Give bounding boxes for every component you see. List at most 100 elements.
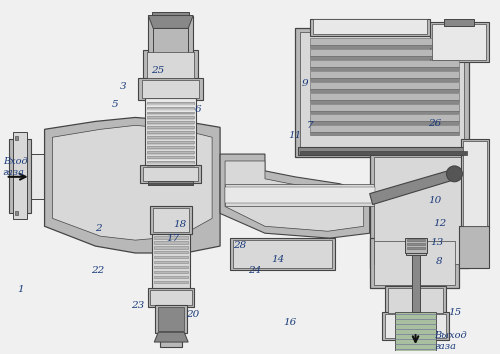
- Bar: [148, 146, 194, 148]
- Bar: [150, 290, 192, 306]
- Bar: [148, 104, 194, 105]
- Bar: [148, 181, 193, 185]
- Bar: [26, 154, 44, 199]
- Bar: [310, 67, 460, 70]
- Bar: [300, 32, 464, 153]
- Bar: [310, 125, 460, 132]
- Text: 10: 10: [428, 196, 441, 205]
- Polygon shape: [44, 118, 220, 253]
- Bar: [148, 129, 194, 130]
- Bar: [148, 164, 194, 165]
- Bar: [406, 247, 424, 249]
- Bar: [148, 154, 194, 155]
- Bar: [432, 24, 486, 60]
- Bar: [462, 139, 489, 228]
- Text: 11: 11: [288, 131, 302, 140]
- Bar: [464, 141, 487, 226]
- Bar: [8, 139, 30, 213]
- Bar: [148, 139, 194, 140]
- Text: 6: 6: [194, 105, 201, 114]
- Polygon shape: [148, 16, 193, 28]
- Bar: [406, 239, 424, 241]
- Bar: [310, 38, 460, 45]
- Bar: [154, 246, 188, 249]
- Bar: [148, 151, 194, 153]
- Bar: [148, 112, 194, 114]
- Text: 15: 15: [448, 308, 461, 317]
- Bar: [148, 107, 194, 109]
- Bar: [154, 281, 188, 283]
- Bar: [154, 251, 188, 253]
- Bar: [310, 121, 460, 124]
- Text: Выход
газа: Выход газа: [434, 331, 467, 351]
- Bar: [12, 132, 26, 219]
- Bar: [148, 144, 194, 145]
- Text: 22: 22: [92, 266, 104, 275]
- Bar: [310, 132, 460, 135]
- Bar: [310, 82, 460, 89]
- Bar: [310, 49, 460, 56]
- Bar: [148, 121, 194, 124]
- Text: 9: 9: [302, 79, 308, 87]
- Bar: [158, 307, 184, 331]
- Polygon shape: [52, 125, 212, 240]
- Bar: [154, 209, 189, 232]
- Text: 24: 24: [248, 266, 262, 275]
- Bar: [225, 187, 374, 202]
- Bar: [146, 98, 196, 167]
- Bar: [148, 102, 194, 104]
- Bar: [225, 184, 374, 206]
- Bar: [444, 18, 474, 27]
- Bar: [148, 149, 194, 150]
- Polygon shape: [220, 154, 370, 238]
- Bar: [374, 157, 466, 264]
- Text: 2: 2: [94, 224, 101, 233]
- Bar: [154, 236, 188, 239]
- Bar: [148, 169, 194, 170]
- Text: 25: 25: [151, 66, 164, 75]
- Bar: [310, 18, 430, 36]
- Bar: [394, 312, 436, 354]
- Polygon shape: [154, 332, 188, 342]
- Bar: [148, 183, 193, 185]
- Bar: [154, 28, 188, 53]
- Bar: [154, 276, 188, 278]
- Bar: [310, 60, 460, 67]
- Bar: [142, 80, 199, 98]
- Bar: [148, 131, 194, 133]
- Bar: [148, 161, 194, 163]
- Bar: [138, 78, 203, 99]
- Bar: [310, 56, 460, 59]
- Bar: [310, 99, 460, 103]
- Bar: [148, 124, 194, 125]
- Text: 3: 3: [120, 82, 126, 91]
- Text: 26: 26: [428, 119, 441, 128]
- Bar: [148, 156, 194, 158]
- Bar: [406, 243, 424, 245]
- Text: 5: 5: [112, 99, 118, 109]
- Bar: [374, 241, 456, 285]
- Polygon shape: [225, 161, 364, 231]
- Bar: [150, 206, 192, 234]
- Bar: [148, 288, 194, 307]
- Bar: [310, 104, 460, 110]
- Bar: [148, 126, 194, 129]
- Bar: [233, 240, 332, 268]
- Bar: [384, 286, 446, 315]
- Bar: [148, 166, 194, 168]
- Bar: [152, 234, 190, 289]
- Text: 13: 13: [430, 238, 444, 247]
- Text: 12: 12: [433, 219, 446, 228]
- Bar: [382, 312, 450, 340]
- Bar: [310, 89, 460, 92]
- Bar: [144, 167, 198, 181]
- Bar: [148, 16, 193, 53]
- Bar: [154, 261, 188, 263]
- Bar: [154, 271, 188, 273]
- Text: 17: 17: [166, 234, 179, 243]
- Bar: [310, 110, 460, 114]
- Bar: [148, 141, 194, 143]
- Text: 23: 23: [131, 301, 144, 310]
- Bar: [148, 114, 194, 115]
- Text: 20: 20: [186, 310, 200, 319]
